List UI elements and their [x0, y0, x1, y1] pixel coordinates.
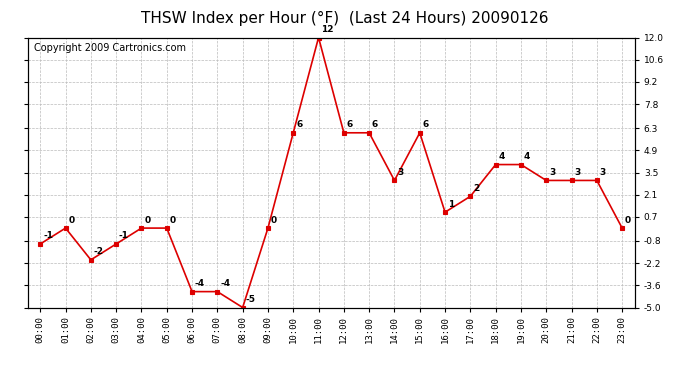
Text: 3: 3: [600, 168, 606, 177]
Text: -4: -4: [195, 279, 205, 288]
Text: 0: 0: [270, 216, 277, 225]
Text: -1: -1: [43, 231, 53, 240]
Text: 4: 4: [524, 152, 530, 161]
Text: 4: 4: [498, 152, 505, 161]
Text: -5: -5: [246, 295, 255, 304]
Text: 6: 6: [346, 120, 353, 129]
Text: -4: -4: [220, 279, 230, 288]
Text: THSW Index per Hour (°F)  (Last 24 Hours) 20090126: THSW Index per Hour (°F) (Last 24 Hours)…: [141, 11, 549, 26]
Text: 0: 0: [625, 216, 631, 225]
Text: 1: 1: [448, 200, 454, 208]
Text: 12: 12: [322, 25, 334, 34]
Text: 0: 0: [144, 216, 150, 225]
Text: 2: 2: [473, 184, 480, 193]
Text: -1: -1: [119, 231, 129, 240]
Text: 3: 3: [397, 168, 404, 177]
Text: 3: 3: [549, 168, 555, 177]
Text: 6: 6: [372, 120, 378, 129]
Text: 6: 6: [296, 120, 302, 129]
Text: 0: 0: [170, 216, 176, 225]
Text: 0: 0: [68, 216, 75, 225]
Text: 6: 6: [422, 120, 428, 129]
Text: Copyright 2009 Cartronics.com: Copyright 2009 Cartronics.com: [34, 43, 186, 53]
Text: -2: -2: [94, 247, 104, 256]
Text: 3: 3: [574, 168, 580, 177]
